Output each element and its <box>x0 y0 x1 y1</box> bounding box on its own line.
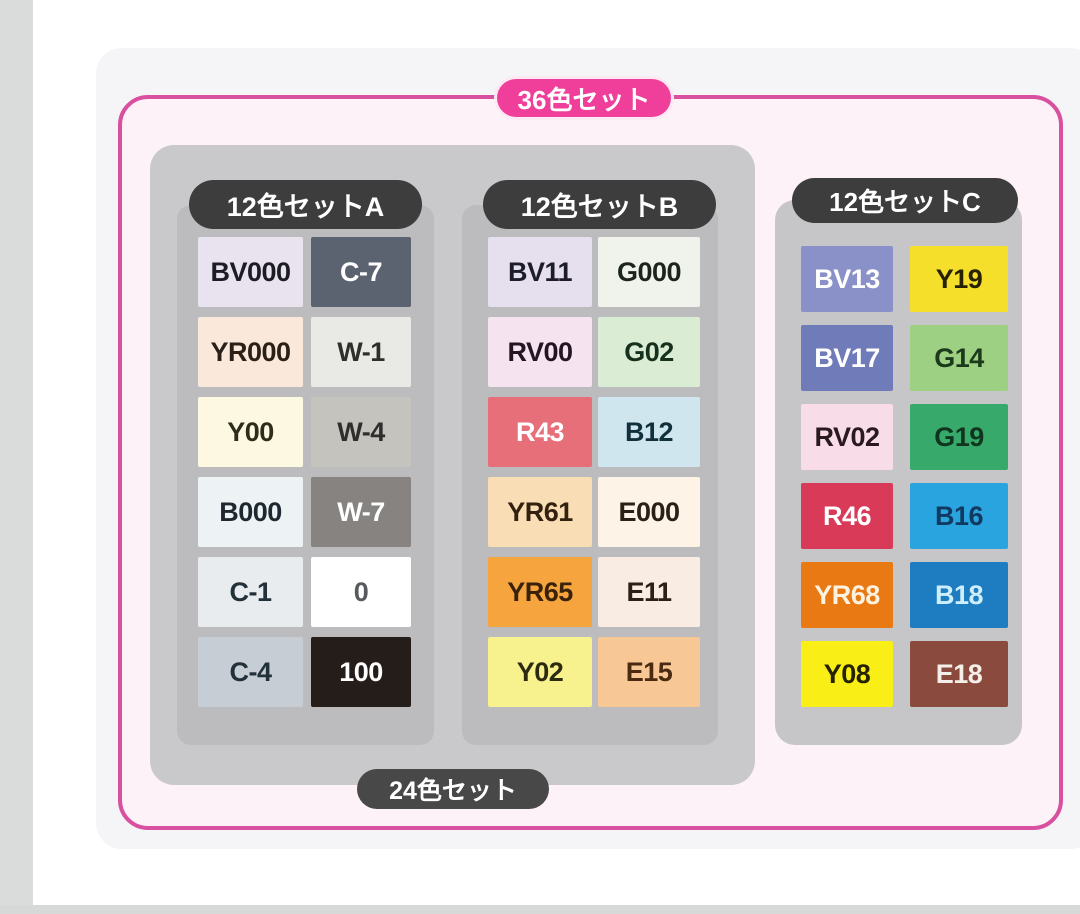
swatch-YR68: YR68 <box>801 562 893 628</box>
swatch-R43: R43 <box>488 397 592 467</box>
swatch-C-1: C-1 <box>198 557 303 627</box>
swatch-BV11: BV11 <box>488 237 592 307</box>
swatch-B000: B000 <box>198 477 303 547</box>
swatch-G14: G14 <box>910 325 1008 391</box>
set-24-label: 24色セット <box>389 777 517 805</box>
swatch-E000: E000 <box>598 477 700 547</box>
set-b-swatch-grid: BV11 G000 RV00 G02 R43 B12 YR61 E000 YR65 E11 Y02 E… <box>488 237 700 707</box>
swatch-W-1: W-1 <box>311 317 411 387</box>
swatch-BV000: BV000 <box>198 237 303 307</box>
swatch-E18: E18 <box>910 641 1008 707</box>
swatch-E15: E15 <box>598 637 700 707</box>
swatch-0: 0 <box>311 557 411 627</box>
set-b-header-label: 12色セットB <box>520 192 679 222</box>
swatch-Y08: Y08 <box>801 641 893 707</box>
swatch-B12: B12 <box>598 397 700 467</box>
swatch-Y00: Y00 <box>198 397 303 467</box>
swatch-YR000: YR000 <box>198 317 303 387</box>
swatch-100: 100 <box>311 637 411 707</box>
set-24-label-pill: 24色セット <box>357 769 549 809</box>
infographic-card: 36色セット 12色セットA 12色セットB 12色セットC BV000 C-7 Y… <box>96 48 1080 849</box>
set-c-header-label: 12色セットC <box>829 187 981 217</box>
swatch-G000: G000 <box>598 237 700 307</box>
swatch-R46: R46 <box>801 483 893 549</box>
swatch-C-4: C-4 <box>198 637 303 707</box>
set-c-header: 12色セットC <box>792 178 1018 223</box>
swatch-YR65: YR65 <box>488 557 592 627</box>
swatch-G19: G19 <box>910 404 1008 470</box>
swatch-B16: B16 <box>910 483 1008 549</box>
swatch-C-7: C-7 <box>311 237 411 307</box>
swatch-W-4: W-4 <box>311 397 411 467</box>
swatch-B18: B18 <box>910 562 1008 628</box>
swatch-RV02: RV02 <box>801 404 893 470</box>
swatch-RV00: RV00 <box>488 317 592 387</box>
set-b-header: 12色セットB <box>483 180 716 229</box>
swatch-G02: G02 <box>598 317 700 387</box>
set-a-header: 12色セットA <box>189 180 422 229</box>
set-36-label-pill: 36色セット <box>497 79 671 117</box>
bottom-gray-strip <box>0 905 1080 914</box>
swatch-Y19: Y19 <box>910 246 1008 312</box>
swatch-BV17: BV17 <box>801 325 893 391</box>
swatch-YR61: YR61 <box>488 477 592 547</box>
left-gray-strip <box>0 0 33 905</box>
swatch-W-7: W-7 <box>311 477 411 547</box>
swatch-BV13: BV13 <box>801 246 893 312</box>
swatch-E11: E11 <box>598 557 700 627</box>
swatch-Y02: Y02 <box>488 637 592 707</box>
set-a-swatch-grid: BV000 C-7 YR000 W-1 Y00 W-4 B000 W-7 C-1 0 C-4 100 <box>198 237 411 707</box>
set-36-label: 36色セット <box>517 84 651 115</box>
set-c-swatch-grid: BV13 Y19 BV17 G14 RV02 G19 R46 B16 YR68 B18 Y08 E18 <box>801 246 1008 707</box>
set-a-header-label: 12色セットA <box>226 192 385 222</box>
